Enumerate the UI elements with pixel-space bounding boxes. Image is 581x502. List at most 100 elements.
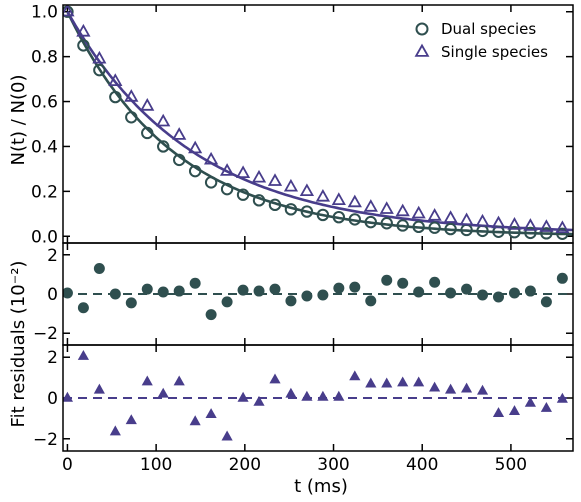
- data-point-open-circle: [284, 203, 298, 216]
- data-point-circle: [413, 286, 425, 298]
- data-point-open-circle: [268, 198, 282, 212]
- x-tick-label: 400: [406, 455, 438, 475]
- y-axis-label-main: N(t) / N(0): [8, 74, 29, 165]
- y-tick-label: 0.0: [31, 227, 58, 247]
- legend-label: Dual species: [441, 20, 536, 38]
- data-point-open-triangle: [251, 169, 267, 183]
- data-point-open-triangle: [363, 199, 378, 212]
- data-point-circle: [540, 296, 552, 308]
- data-point-open-circle: [332, 210, 346, 224]
- data-point-open-circle: [444, 222, 457, 236]
- data-point-open-triangle: [315, 188, 331, 202]
- data-point-triangle: [492, 407, 505, 417]
- data-point-circle: [63, 287, 73, 299]
- data-point-circle: [492, 291, 504, 303]
- data-point-triangle: [365, 377, 377, 388]
- panel-frame: [62, 344, 574, 452]
- data-point-open-triangle: [299, 183, 315, 197]
- x-axis-label: t (ms): [294, 476, 348, 497]
- data-point-open-circle: [428, 221, 441, 234]
- data-point-triangle: [381, 377, 393, 388]
- data-point-triangle: [540, 402, 552, 412]
- data-point-open-triangle: [475, 213, 490, 227]
- x-tick-label: 100: [140, 455, 172, 475]
- data-point-circle: [237, 284, 249, 296]
- data-point-open-circle: [93, 63, 106, 77]
- data-point-triangle: [349, 370, 361, 381]
- x-tick-label: 0: [62, 455, 73, 475]
- data-point-open-circle: [412, 220, 425, 234]
- data-point-circle: [109, 288, 121, 300]
- data-point-open-triangle: [63, 5, 75, 17]
- panel-main: 0.0 0.2 0.4 0.6 0.8 1.0: [31, 3, 574, 247]
- data-point-open-circle: [157, 140, 170, 153]
- data-point-open-triangle: [507, 216, 522, 230]
- data-point-triangle: [285, 387, 297, 398]
- panel-frame: [62, 4, 574, 244]
- data-point-open-triangle: [539, 219, 554, 232]
- y-tick-label: −2: [33, 430, 58, 450]
- data-point-open-triangle: [523, 218, 538, 231]
- chart-legend: Dual species Single species: [414, 20, 548, 61]
- data-point-circle: [429, 276, 441, 288]
- data-point-triangle: [445, 383, 457, 394]
- data-point-triangle: [556, 392, 568, 403]
- y-tick-label: 1.0: [31, 3, 58, 23]
- data-point-circle: [461, 283, 473, 295]
- data-point-open-triangle: [411, 205, 426, 219]
- data-point-triangle: [173, 375, 185, 386]
- panel-residuals-dual: −2 0 2: [33, 242, 574, 346]
- data-point-circle: [141, 283, 153, 295]
- data-point-open-triangle: [491, 215, 506, 229]
- data-point-open-triangle: [172, 127, 187, 140]
- data-point-open-triangle: [156, 113, 171, 127]
- data-point-triangle: [477, 384, 489, 395]
- y-tick-label: 0.6: [31, 93, 58, 113]
- data-point-triangle: [429, 381, 441, 392]
- data-point-circle: [333, 282, 345, 294]
- data-point-open-triangle: [188, 140, 203, 154]
- data-point-open-circle: [141, 126, 154, 140]
- data-point-circle: [445, 287, 457, 299]
- data-point-open-circle: [380, 217, 393, 230]
- data-point-open-circle: [220, 182, 234, 196]
- data-point-open-circle: [364, 215, 377, 229]
- data-point-open-triangle: [92, 50, 107, 64]
- data-point-open-circle: [508, 226, 521, 239]
- data-point-triangle: [317, 390, 329, 401]
- data-point-circle: [349, 281, 361, 293]
- data-point-open-circle: [540, 227, 553, 240]
- data-point-triangle: [63, 391, 73, 402]
- y-tick-label: −2: [33, 324, 58, 344]
- data-point-triangle: [93, 383, 105, 394]
- data-point-open-circle: [77, 39, 90, 52]
- data-point-open-circle: [252, 194, 266, 207]
- data-point-open-triangle: [219, 163, 235, 176]
- panel-data: [63, 263, 573, 321]
- y-tick-label: 0: [47, 389, 58, 409]
- data-point-triangle: [157, 387, 169, 398]
- data-point-open-circle: [396, 219, 409, 232]
- data-point-open-triangle: [555, 220, 570, 234]
- data-point-open-triangle: [235, 165, 251, 179]
- data-point-triangle: [205, 408, 217, 418]
- data-point-circle: [253, 285, 265, 297]
- data-point-open-triangle: [379, 201, 394, 214]
- x-tick-label: 500: [495, 455, 527, 475]
- data-point-triangle: [397, 376, 409, 387]
- data-point-triangle: [109, 425, 121, 436]
- data-point-open-triangle: [443, 210, 458, 223]
- data-point-open-triangle: [267, 173, 283, 186]
- data-point-triangle: [333, 390, 345, 401]
- data-point-open-triangle: [283, 178, 299, 192]
- data-point-triangle: [301, 390, 313, 401]
- data-point-open-triangle: [76, 23, 91, 37]
- data-point-triangle: [221, 430, 233, 441]
- x-tick-label: 300: [317, 455, 349, 475]
- data-point-circle: [524, 285, 536, 297]
- data-point-open-circle: [300, 205, 314, 218]
- data-point-triangle: [77, 350, 89, 360]
- panel-data: [63, 350, 573, 441]
- y-tick-label: 2: [47, 246, 58, 266]
